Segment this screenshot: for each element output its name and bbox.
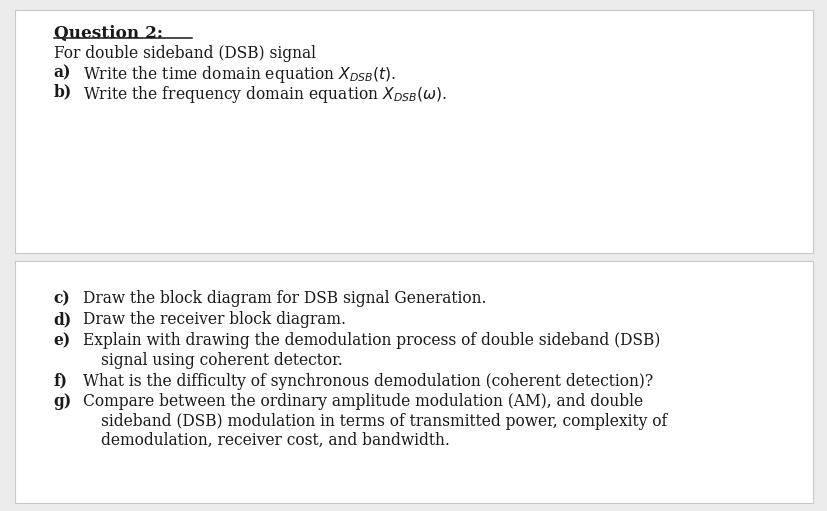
Text: Draw the block diagram for DSB signal Generation.: Draw the block diagram for DSB signal Ge… (83, 290, 485, 307)
Text: Explain with drawing the demodulation process of double sideband (DSB): Explain with drawing the demodulation pr… (83, 332, 659, 349)
Text: signal using coherent detector.: signal using coherent detector. (101, 352, 342, 368)
Text: demodulation, receiver cost, and bandwidth.: demodulation, receiver cost, and bandwid… (101, 432, 449, 449)
FancyBboxPatch shape (15, 261, 812, 503)
Text: sideband (DSB) modulation in terms of transmitted power, complexity of: sideband (DSB) modulation in terms of tr… (101, 413, 667, 430)
Text: d): d) (54, 311, 72, 328)
Text: For double sideband (DSB) signal: For double sideband (DSB) signal (54, 45, 315, 62)
Text: e): e) (54, 332, 71, 349)
Text: c): c) (54, 290, 70, 307)
Text: Write the time domain equation $X_{DSB}(t)$.: Write the time domain equation $X_{DSB}(… (83, 64, 395, 85)
Text: Question 2:: Question 2: (54, 25, 163, 41)
FancyBboxPatch shape (15, 10, 812, 253)
Text: b): b) (54, 84, 72, 101)
Text: g): g) (54, 393, 72, 410)
Text: Draw the receiver block diagram.: Draw the receiver block diagram. (83, 311, 346, 328)
Text: Compare between the ordinary amplitude modulation (AM), and double: Compare between the ordinary amplitude m… (83, 393, 642, 410)
Text: Write the frequency domain equation $X_{DSB}(\omega)$.: Write the frequency domain equation $X_{… (83, 84, 446, 105)
Text: a): a) (54, 64, 71, 81)
Text: What is the difficulty of synchronous demodulation (coherent detection)?: What is the difficulty of synchronous de… (83, 373, 653, 389)
Text: f): f) (54, 373, 68, 389)
